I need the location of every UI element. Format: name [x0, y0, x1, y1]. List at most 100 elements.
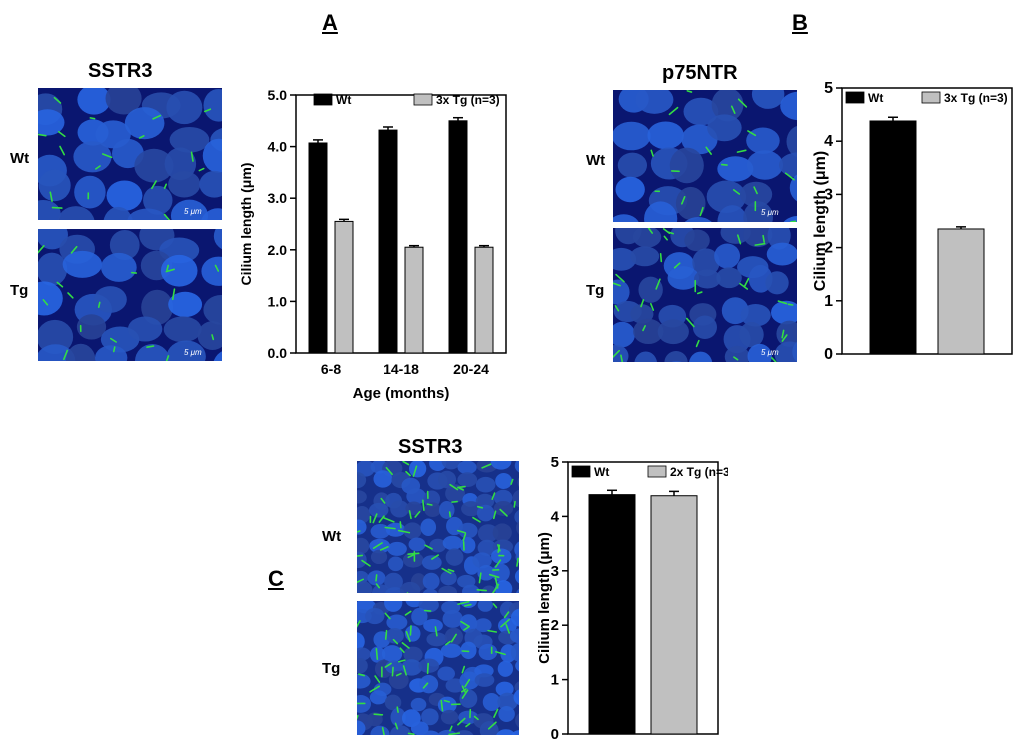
cilium	[730, 105, 736, 114]
cilium	[402, 665, 407, 676]
nucleus	[497, 660, 514, 677]
nucleus	[57, 206, 95, 220]
nucleus	[65, 343, 96, 361]
nucleus	[403, 522, 422, 539]
nucleus	[386, 614, 408, 631]
nucleus	[385, 522, 406, 537]
nucleus	[717, 205, 748, 222]
legend-swatch	[845, 91, 865, 104]
y-tick-label: 5	[824, 80, 833, 97]
y-tick-label: 2	[551, 617, 559, 634]
cilium	[461, 665, 466, 674]
nucleus	[370, 725, 390, 735]
cilium	[493, 708, 499, 718]
cilium	[732, 189, 741, 195]
cilium	[383, 517, 395, 523]
cilium	[357, 578, 364, 584]
panel-c-row-label-tg: Tg	[322, 660, 341, 677]
nucleus	[105, 88, 142, 115]
cilium	[510, 478, 514, 485]
cilium	[743, 277, 750, 288]
cilium	[771, 357, 777, 362]
cilium	[460, 620, 470, 627]
nucleus	[778, 152, 797, 178]
bar	[650, 495, 698, 735]
nucleus	[103, 206, 133, 220]
y-tick-label: 4	[824, 133, 833, 150]
nucleus	[459, 689, 478, 709]
nucleus	[419, 675, 439, 694]
panel-a-row-label-wt: Wt	[10, 150, 30, 167]
nucleus	[459, 537, 476, 554]
cilium	[373, 713, 384, 716]
cilium	[38, 244, 45, 254]
nucleus	[202, 138, 222, 173]
cilium	[739, 282, 749, 290]
nucleus	[373, 470, 393, 488]
nucleus	[516, 588, 519, 593]
cilium	[369, 685, 380, 693]
cilium	[753, 186, 758, 195]
panel-label-b: B	[792, 10, 808, 35]
nucleus	[441, 461, 461, 470]
nucleus	[109, 229, 140, 260]
cilium	[198, 167, 205, 172]
cilium	[460, 688, 467, 693]
nucleus	[515, 713, 519, 728]
cilium	[650, 149, 654, 157]
nucleus	[692, 248, 720, 277]
plot-frame	[841, 87, 1013, 355]
cilium	[733, 356, 739, 361]
cilium	[70, 245, 78, 254]
cilium	[357, 714, 359, 721]
nucleus	[457, 461, 477, 475]
cilium	[777, 300, 788, 305]
nucleus	[74, 175, 106, 209]
cilium	[695, 339, 700, 348]
nucleus	[403, 646, 423, 663]
cilium	[659, 253, 663, 263]
cilium	[402, 461, 410, 466]
cilium	[379, 545, 389, 551]
nucleus	[683, 97, 719, 126]
nucleus	[201, 208, 222, 220]
legend-label: 3x Tg (n=3)	[944, 91, 1008, 105]
nucleus	[420, 518, 437, 537]
cilium	[747, 130, 757, 137]
nucleus	[498, 705, 515, 722]
panel-c-row-label-wt: Wt	[322, 528, 342, 545]
nucleus	[387, 541, 407, 556]
nucleus	[692, 315, 717, 340]
nucleus	[38, 281, 63, 316]
cilium	[211, 334, 215, 341]
nucleus	[134, 148, 174, 183]
cilium	[448, 732, 461, 735]
cilium	[407, 552, 420, 555]
nucleus	[675, 186, 706, 220]
nucleus	[496, 729, 516, 735]
nucleus	[746, 127, 780, 154]
nucleus	[127, 316, 163, 342]
cilium	[487, 721, 497, 730]
legend-swatch	[647, 465, 667, 478]
scale-bar-a-tg: 5 μm	[184, 348, 202, 357]
y-tick-label: 2	[824, 240, 833, 257]
cilium	[89, 117, 96, 120]
cilium	[357, 530, 361, 533]
cilium	[458, 487, 464, 491]
nucleus	[516, 521, 519, 535]
cilium	[391, 666, 394, 677]
nucleus	[170, 199, 209, 220]
cilium	[472, 516, 481, 523]
nucleus	[517, 477, 519, 488]
cilium	[754, 242, 766, 246]
bar	[378, 129, 398, 354]
nucleus	[617, 152, 648, 178]
nucleus	[357, 658, 368, 674]
nucleus	[387, 556, 404, 572]
nucleus	[73, 141, 112, 173]
cilium	[790, 220, 797, 222]
cilium	[97, 301, 101, 309]
cilium	[404, 610, 412, 616]
cilium	[409, 625, 412, 636]
